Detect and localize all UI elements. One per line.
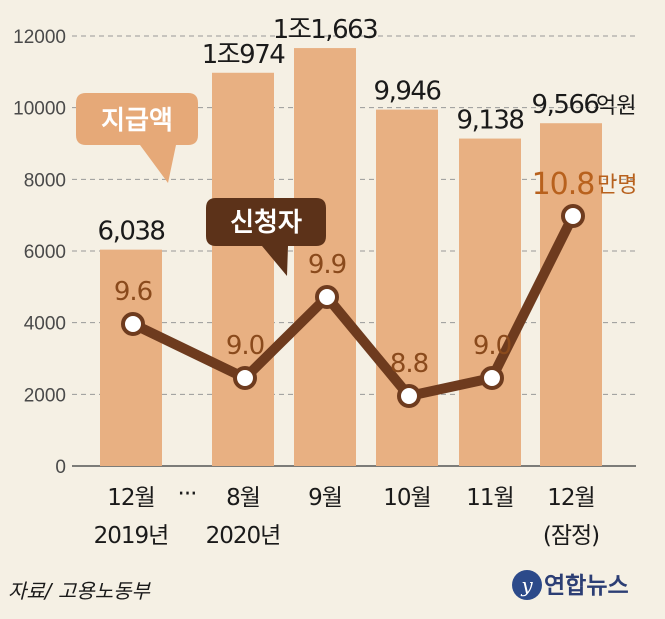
x-tick-label: 12월 — [107, 485, 154, 511]
bars — [100, 48, 602, 467]
brand-globe-icon — [512, 570, 542, 600]
bar — [294, 48, 356, 466]
x-axis-labels: 12월 2019년 8월 2020년 9월 10월 11월 12월 (잠정) ··· — [94, 481, 600, 549]
bar-value-label: 9,946 — [374, 77, 441, 107]
count-point — [561, 204, 585, 228]
count-value-label: 9.6 — [114, 277, 152, 307]
bar — [459, 138, 521, 466]
x-tick-label: 10월 — [383, 485, 430, 511]
count-line-series: 9.6 9.0 9.9 8.8 9.0 10.8 만명 — [114, 167, 637, 408]
count-value-label: 10.8 — [532, 167, 595, 202]
bar — [376, 109, 438, 466]
bar-value-label: 9,138 — [457, 106, 524, 136]
axis-break-marker: ··· — [178, 481, 197, 507]
y-tick-label: 10000 — [13, 99, 66, 120]
count-unit-label: 만명 — [597, 173, 637, 198]
x-tick-label: 8월 — [226, 485, 260, 511]
count-value-label: 9.9 — [308, 250, 346, 280]
amount-legend-badge: 지급액 — [76, 93, 198, 183]
bar-value-label: 1조974 — [202, 40, 286, 70]
amount-unit-label: 억원 — [596, 94, 636, 119]
bar — [212, 72, 274, 466]
x-tick-sublabel: 2020년 — [206, 523, 281, 549]
y-tick-label: 4000 — [24, 314, 66, 335]
count-point — [315, 285, 339, 309]
y-tick-label: 0 — [55, 457, 66, 478]
y-tick-label: 8000 — [24, 170, 66, 191]
brand-name: 연합뉴스 — [544, 573, 629, 599]
y-axis-ticks: 0 2000 4000 6000 8000 10000 12000 — [13, 27, 66, 478]
brand-mark: y — [520, 573, 533, 597]
bar-value-label: 9,566 — [532, 90, 599, 120]
x-tick-label: 11월 — [466, 485, 513, 511]
bar — [100, 249, 162, 466]
count-point — [233, 366, 257, 390]
count-value-label: 9.0 — [473, 331, 511, 361]
bar-value-label: 6,038 — [98, 217, 165, 247]
y-tick-label: 12000 — [13, 27, 66, 48]
count-line — [130, 213, 578, 401]
x-tick-sublabel: (잠정) — [543, 523, 599, 549]
brand-logo: y 연합뉴스 — [512, 570, 629, 600]
x-tick-label: 9월 — [308, 485, 342, 511]
count-point — [121, 312, 145, 336]
count-legend-label: 신청자 — [230, 208, 302, 238]
x-tick-label: 12월 — [547, 485, 594, 511]
count-value-label: 9.0 — [226, 331, 264, 361]
count-point — [480, 366, 504, 390]
count-legend-badge: 신청자 — [206, 198, 326, 276]
y-tick-label: 2000 — [24, 385, 66, 406]
y-tick-label: 6000 — [24, 242, 66, 263]
source-note: 자료/ 고용노동부 — [8, 579, 151, 603]
x-tick-sublabel: 2019년 — [94, 523, 169, 549]
count-value-label: 8.8 — [390, 349, 428, 379]
bar — [540, 123, 602, 467]
bar-value-label: 1조1,663 — [273, 15, 377, 45]
amount-legend-label: 지급액 — [101, 106, 173, 136]
count-point — [397, 384, 421, 408]
